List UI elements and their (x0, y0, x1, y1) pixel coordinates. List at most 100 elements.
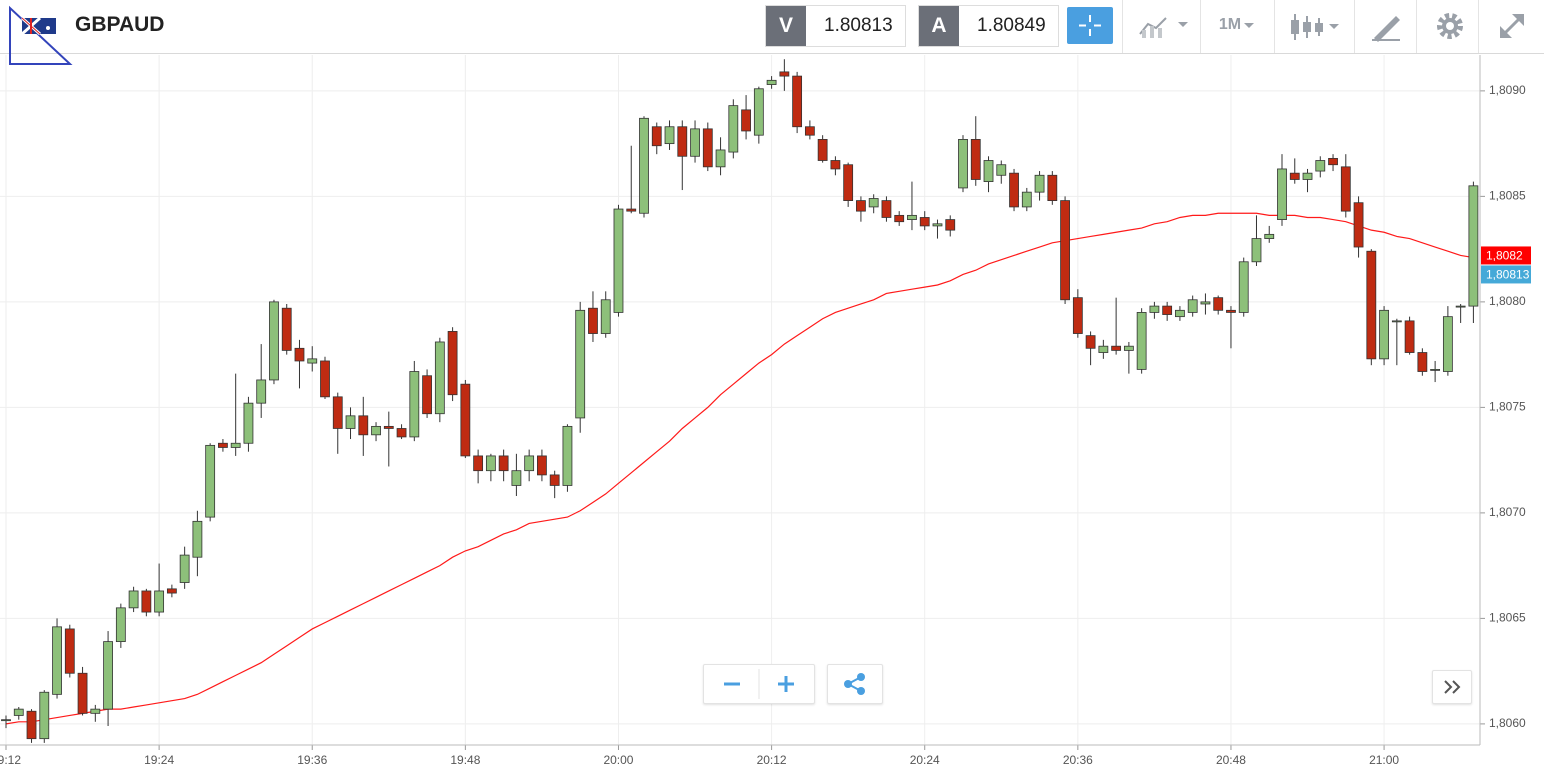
x-tick-label: 21:00 (1369, 753, 1399, 767)
zoom-controls (703, 664, 815, 704)
ask-value: 1.80849 (977, 15, 1046, 36)
candle-body (983, 160, 994, 183)
candle-body (358, 415, 369, 436)
candle-body (1187, 299, 1198, 313)
candle-body (1264, 233, 1275, 239)
candle-body (1021, 191, 1032, 208)
candle-body (294, 347, 305, 362)
price-tag-label: 1,8082 (1486, 249, 1523, 263)
candle-body (817, 139, 828, 161)
candle-body (728, 105, 739, 153)
bid-box[interactable]: V 1.80813 (765, 5, 906, 47)
y-tick-label: 1,8090 (1489, 83, 1526, 97)
candle-body (830, 160, 841, 170)
chart-type-button[interactable] (1136, 12, 1192, 40)
candle-body (664, 126, 675, 145)
candle-body (702, 128, 713, 168)
candle-body (256, 379, 267, 404)
crosshair-button[interactable] (1067, 7, 1113, 44)
candle-body (1200, 301, 1211, 305)
candle-body (243, 402, 254, 444)
candle-body (281, 307, 292, 351)
candle-body (77, 672, 88, 714)
y-tick-label: 1,8060 (1489, 716, 1526, 730)
candle-body (600, 299, 611, 334)
candle-body (1277, 168, 1287, 220)
candle-body (1072, 297, 1083, 334)
timeframe: 1M (1218, 16, 1242, 33)
candle-body (1251, 238, 1262, 263)
candle-body (332, 396, 343, 429)
candle-body (1175, 309, 1185, 318)
plot-area (0, 55, 1480, 745)
candle-body (919, 217, 930, 227)
candle-body (690, 128, 700, 157)
share-button[interactable] (827, 664, 883, 704)
bid-value: 1.80813 (824, 15, 893, 36)
candle-body (511, 470, 522, 486)
candle-style-button[interactable] (1287, 12, 1343, 42)
x-tick-label: 19:48 (450, 753, 480, 767)
settings-button[interactable] (1434, 10, 1466, 42)
x-tick-label: 19:24 (144, 753, 174, 767)
candle-body (1302, 172, 1313, 180)
candle-body (792, 75, 803, 128)
x-tick-label: 20:12 (757, 753, 787, 767)
candle-body (52, 626, 62, 695)
candle-body (447, 331, 458, 396)
candle-body (894, 214, 905, 223)
candle-body (524, 455, 535, 472)
drawing-tools-button[interactable] (1370, 12, 1402, 42)
candle-body (1391, 320, 1402, 323)
candle-body (1442, 316, 1453, 372)
candle-body (90, 708, 101, 714)
moving-average-line (5, 212, 1474, 725)
candle-body (434, 341, 445, 415)
candle-body (881, 200, 892, 218)
candle-body (154, 590, 165, 613)
candle-body (498, 455, 509, 472)
dropdown-arrow (1244, 23, 1255, 28)
candle-body (1111, 345, 1122, 351)
candle-body (1047, 174, 1058, 201)
candle-body (1238, 261, 1249, 313)
y-tick-label: 1,8070 (1489, 505, 1526, 519)
candle-body (639, 117, 649, 214)
candle-body (741, 109, 751, 132)
candle-body (1353, 202, 1364, 248)
candle-body (473, 455, 484, 472)
candle-body (485, 455, 496, 472)
candle-body (843, 164, 854, 201)
candle-body (1455, 305, 1466, 308)
timeframe-button[interactable]: 1M (1208, 5, 1266, 45)
candle-body (1417, 352, 1428, 372)
zoom-out-button[interactable] (704, 665, 759, 703)
scroll-end-button[interactable] (1432, 670, 1472, 704)
candle-body (371, 425, 381, 436)
candle-body (779, 71, 790, 77)
candle-body (1162, 305, 1173, 315)
candle-body (537, 455, 547, 476)
candle-body (307, 358, 318, 364)
ask-box[interactable]: A 1.80849 (918, 5, 1059, 47)
candle-body (141, 590, 152, 613)
candle-body (958, 139, 968, 189)
y-tick-label: 1,8080 (1489, 294, 1526, 308)
candle-body (1, 719, 11, 722)
candle-body (1404, 320, 1415, 353)
zoom-in-button[interactable] (759, 665, 814, 703)
x-tick-label: 20:24 (910, 753, 940, 767)
fullscreen-button[interactable] (1496, 10, 1528, 42)
x-tick-label: 20:48 (1216, 753, 1246, 767)
candle-body (1060, 200, 1070, 301)
candle-body (422, 375, 432, 415)
candle-body (1098, 345, 1109, 353)
price-tag-label: 1,80813 (1486, 268, 1530, 282)
candle-body (1315, 160, 1326, 172)
candle-body (179, 554, 190, 583)
candle-body (1226, 309, 1236, 313)
candle-body (1379, 309, 1389, 360)
toolbar: GBPAUD V 1.80813 A 1.80849 1M (0, 0, 1544, 65)
